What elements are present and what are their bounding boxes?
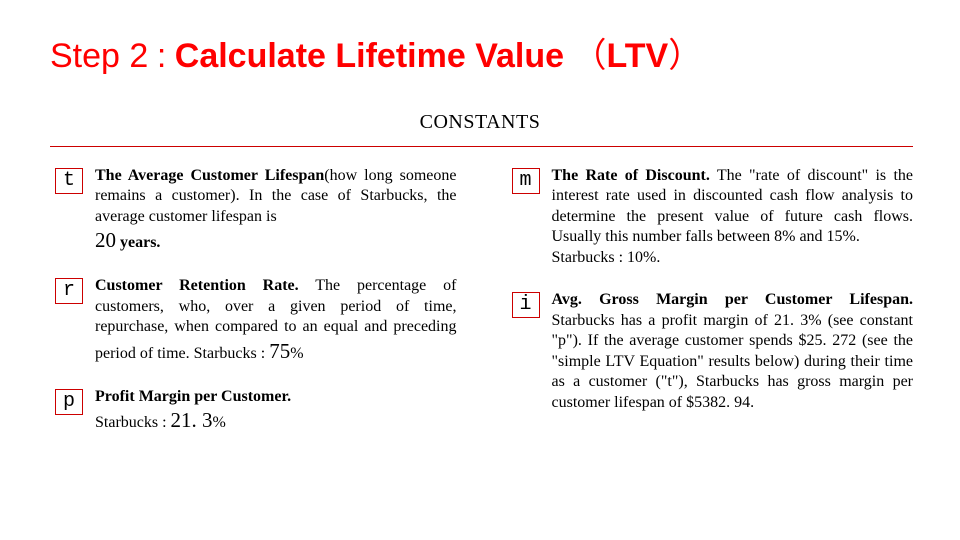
variable-box: i — [512, 292, 540, 318]
divider — [50, 146, 913, 147]
constant-description: The Rate of Discount. The "rate of disco… — [552, 166, 914, 268]
section-heading: CONSTANTS — [420, 111, 541, 134]
constant-description: Profit Margin per Customer. Starbucks : … — [95, 387, 291, 434]
title-paren-close: ） — [668, 37, 702, 75]
value-large: 21. 3 — [171, 408, 213, 432]
variable-box: r — [55, 278, 83, 304]
constant-item-p: p Profit Margin per Customer. Starbucks … — [55, 387, 457, 434]
constant-item-i: i Avg. Gross Margin per Customer Lifespa… — [512, 290, 914, 413]
body-text: Starbucks : — [95, 414, 171, 431]
body-line2: Starbucks : 10%. — [552, 249, 661, 266]
page-title: Step 2 : Calculate Lifetime Value （LTV） — [50, 28, 702, 77]
value-large: 20 — [95, 228, 116, 252]
constants-columns: t The Average Customer Lifespan(how long… — [55, 166, 913, 434]
title-paren-open: （ — [573, 37, 607, 75]
lead-term: The Rate of Discount. — [552, 167, 710, 184]
value-unit: % — [290, 345, 303, 362]
body-text: Starbucks has a profit margin of 21. 3% … — [552, 312, 914, 411]
constant-item-r: r Customer Retention Rate. The percentag… — [55, 276, 457, 364]
constant-item-m: m The Rate of Discount. The "rate of dis… — [512, 166, 914, 268]
variable-box: m — [512, 168, 540, 194]
title-step: Step 2 — [50, 37, 148, 75]
lead-term: Profit Margin per Customer. — [95, 388, 291, 405]
left-column: t The Average Customer Lifespan(how long… — [55, 166, 457, 434]
title-abbrev: LTV — [607, 37, 669, 75]
value-unit: years. — [116, 234, 160, 251]
constant-description: Customer Retention Rate. The percentage … — [95, 276, 457, 364]
constant-description: The Average Customer Lifespan(how long s… — [95, 166, 457, 254]
constant-description: Avg. Gross Margin per Customer Lifespan.… — [552, 290, 914, 413]
lead-term: The Average Customer Lifespan — [95, 167, 324, 184]
right-column: m The Rate of Discount. The "rate of dis… — [512, 166, 914, 434]
value-large: 75 — [269, 339, 290, 363]
title-main: Calculate Lifetime Value — [175, 37, 564, 75]
variable-box: p — [55, 389, 83, 415]
title-colon: : — [157, 37, 166, 75]
value-unit: % — [213, 414, 226, 431]
variable-box: t — [55, 168, 83, 194]
lead-term: Avg. Gross Margin per Customer Lifespan. — [552, 291, 914, 308]
constant-item-t: t The Average Customer Lifespan(how long… — [55, 166, 457, 254]
lead-term: Customer Retention Rate. — [95, 277, 299, 294]
